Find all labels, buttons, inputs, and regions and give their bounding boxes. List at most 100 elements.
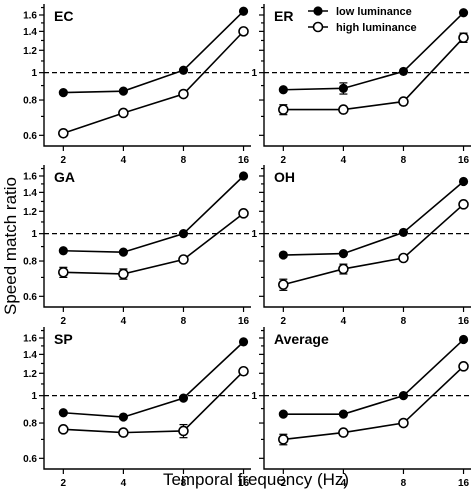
y-tick-label: 1.4: [23, 188, 37, 199]
panels-group: 0.6 0.8 1 1.2 1.4 1.6 2 4 8 16 EC 1 2 4 8 16 ER low lumin…: [23, 4, 471, 489]
axes-frame: [43, 165, 251, 308]
x-tick-label: 8: [401, 155, 407, 166]
high-luminance-point: [178, 425, 189, 437]
low-luminance-line: [63, 10, 245, 94]
x-tick-label: 16: [238, 316, 250, 327]
high-luminance-point: [338, 263, 349, 275]
x-tick-label: 16: [458, 316, 470, 327]
y-tick-label: 1.6: [23, 171, 37, 182]
legend-low-marker: [313, 6, 323, 16]
panel-title: ER: [274, 8, 293, 24]
y-tick-label: 0.8: [23, 257, 37, 268]
y-tick-label: 0.6: [23, 131, 37, 142]
low-luminance-line: [283, 180, 465, 256]
x-tick-label: 8: [181, 478, 187, 489]
y-tick-label: 0.6: [23, 454, 37, 465]
y-tick-label: 1.2: [23, 369, 37, 380]
high-luminance-point: [58, 127, 69, 139]
high-luminance-point: [58, 266, 69, 278]
low-luminance-line: [283, 338, 465, 415]
x-tick-label: 16: [238, 478, 250, 489]
high-luminance-point: [238, 208, 249, 219]
low-luminance-point: [118, 247, 129, 257]
panel-oh: 1 2 4 8 16 OH: [251, 165, 471, 327]
low-luminance-point: [278, 85, 288, 95]
high-luminance-point: [178, 254, 189, 265]
high-luminance-point: [398, 96, 409, 107]
low-luminance-point: [458, 176, 469, 187]
legend-low-label: low luminance: [336, 6, 412, 18]
x-tick-label: 4: [121, 478, 127, 489]
panel-er: 1 2 4 8 16 ER low luminance high luminance: [251, 4, 471, 166]
x-tick-label: 8: [401, 478, 407, 489]
high-luminance-point: [338, 427, 349, 438]
low-luminance-point: [398, 227, 409, 238]
x-tick-label: 8: [181, 155, 187, 166]
axes-frame: [263, 327, 471, 470]
x-axis-label: Temporal frequency (Hz): [163, 470, 349, 489]
high-luminance-point: [278, 104, 289, 115]
x-tick-label: 16: [238, 155, 250, 166]
x-tick-label: 2: [281, 316, 287, 327]
low-luminance-point: [178, 229, 189, 239]
high-luminance-point: [458, 199, 469, 210]
low-luminance-line: [283, 12, 465, 91]
high-luminance-point: [118, 107, 129, 119]
low-luminance-point: [398, 66, 409, 77]
y-tick-label: 1: [31, 391, 37, 402]
high-luminance-point: [398, 417, 409, 429]
x-tick-label: 8: [181, 316, 187, 327]
high-luminance-line: [63, 30, 245, 135]
legend-high-label: high luminance: [336, 22, 417, 34]
x-tick-label: 4: [121, 155, 127, 166]
high-luminance-line: [283, 203, 465, 286]
low-luminance-point: [58, 87, 68, 98]
y-tick-label: 1.4: [23, 27, 37, 38]
low-luminance-point: [398, 391, 409, 401]
x-tick-label: 4: [121, 316, 127, 327]
y-tick-label: 1.6: [23, 333, 37, 344]
high-luminance-line: [283, 365, 465, 441]
low-luminance-point: [338, 83, 349, 93]
high-luminance-point: [398, 252, 409, 264]
y-tick-label: 1.2: [23, 46, 37, 57]
low-luminance-point: [238, 337, 249, 347]
x-tick-label: 8: [401, 316, 407, 327]
high-luminance-point: [238, 365, 249, 377]
x-tick-label: 2: [281, 155, 287, 166]
panel-average: 1 2 4 8 16 Average: [251, 327, 471, 489]
high-luminance-point: [278, 434, 289, 445]
panel-title: Average: [274, 331, 329, 347]
high-luminance-line: [283, 37, 465, 111]
y-tick-label: 1: [251, 391, 257, 402]
x-tick-label: 2: [61, 155, 67, 166]
x-tick-label: 16: [458, 478, 470, 489]
y-tick-label: 0.8: [23, 419, 37, 430]
axes-frame: [263, 165, 471, 308]
low-luminance-point: [178, 393, 189, 403]
axes-frame: [43, 327, 251, 470]
panel-ec: 0.6 0.8 1 1.2 1.4 1.6 2 4 8 16 EC: [23, 4, 251, 166]
x-tick-label: 4: [341, 316, 347, 327]
panel-title: EC: [54, 8, 73, 24]
low-luminance-point: [278, 409, 288, 419]
legend-high-marker: [312, 21, 324, 33]
low-luminance-point: [458, 334, 469, 345]
low-luminance-point: [238, 171, 249, 181]
high-luminance-point: [458, 361, 469, 372]
panel-title: OH: [274, 169, 295, 185]
y-tick-label: 1: [251, 229, 257, 240]
x-tick-label: 2: [281, 478, 287, 489]
high-luminance-point: [458, 32, 469, 43]
high-luminance-point: [58, 424, 69, 435]
y-axis-label: Speed match ratio: [1, 177, 20, 315]
y-tick-label: 1: [31, 229, 37, 240]
high-luminance-point: [118, 427, 129, 438]
x-tick-label: 2: [61, 478, 67, 489]
high-luminance-point: [338, 104, 349, 115]
high-luminance-line: [63, 370, 245, 434]
low-luminance-line: [63, 341, 245, 418]
y-tick-label: 0.8: [23, 96, 37, 107]
low-luminance-point: [178, 65, 189, 75]
